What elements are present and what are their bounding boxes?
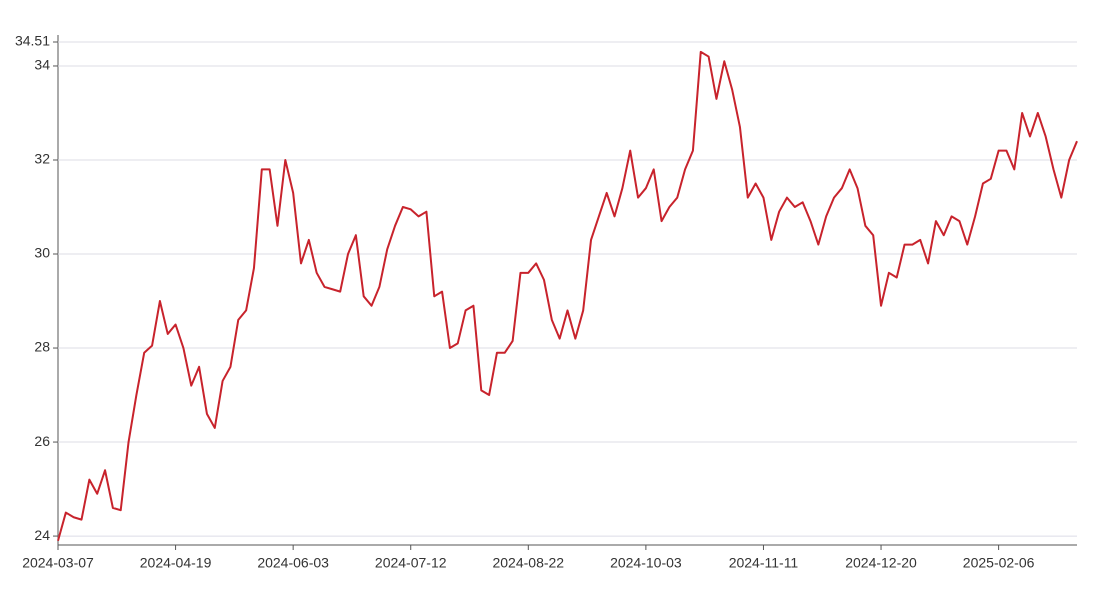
x-tick-label: 2024-06-03 <box>257 555 329 571</box>
y-tick-label: 32 <box>34 151 50 167</box>
x-tick-label: 2024-07-12 <box>375 555 447 571</box>
x-tick-label: 2024-10-03 <box>610 555 682 571</box>
y-tick-label: 34 <box>34 57 50 73</box>
line-series <box>57 50 1078 542</box>
y-tick-label: 34.51 <box>15 33 50 49</box>
x-tick-label: 2024-11-11 <box>729 555 799 571</box>
y-tick-label: 24 <box>34 527 50 543</box>
y-tick-label: 30 <box>34 245 50 261</box>
y-tick-label: 28 <box>34 339 50 355</box>
x-tick-label: 2024-08-22 <box>492 555 564 571</box>
x-tick-label: 2024-03-07 <box>22 555 94 571</box>
x-tick-label: 2024-04-19 <box>140 555 212 571</box>
x-tick-label: 2024-12-20 <box>845 555 917 571</box>
x-tick-label: 2025-02-06 <box>963 555 1035 571</box>
y-tick-label: 26 <box>34 433 50 449</box>
